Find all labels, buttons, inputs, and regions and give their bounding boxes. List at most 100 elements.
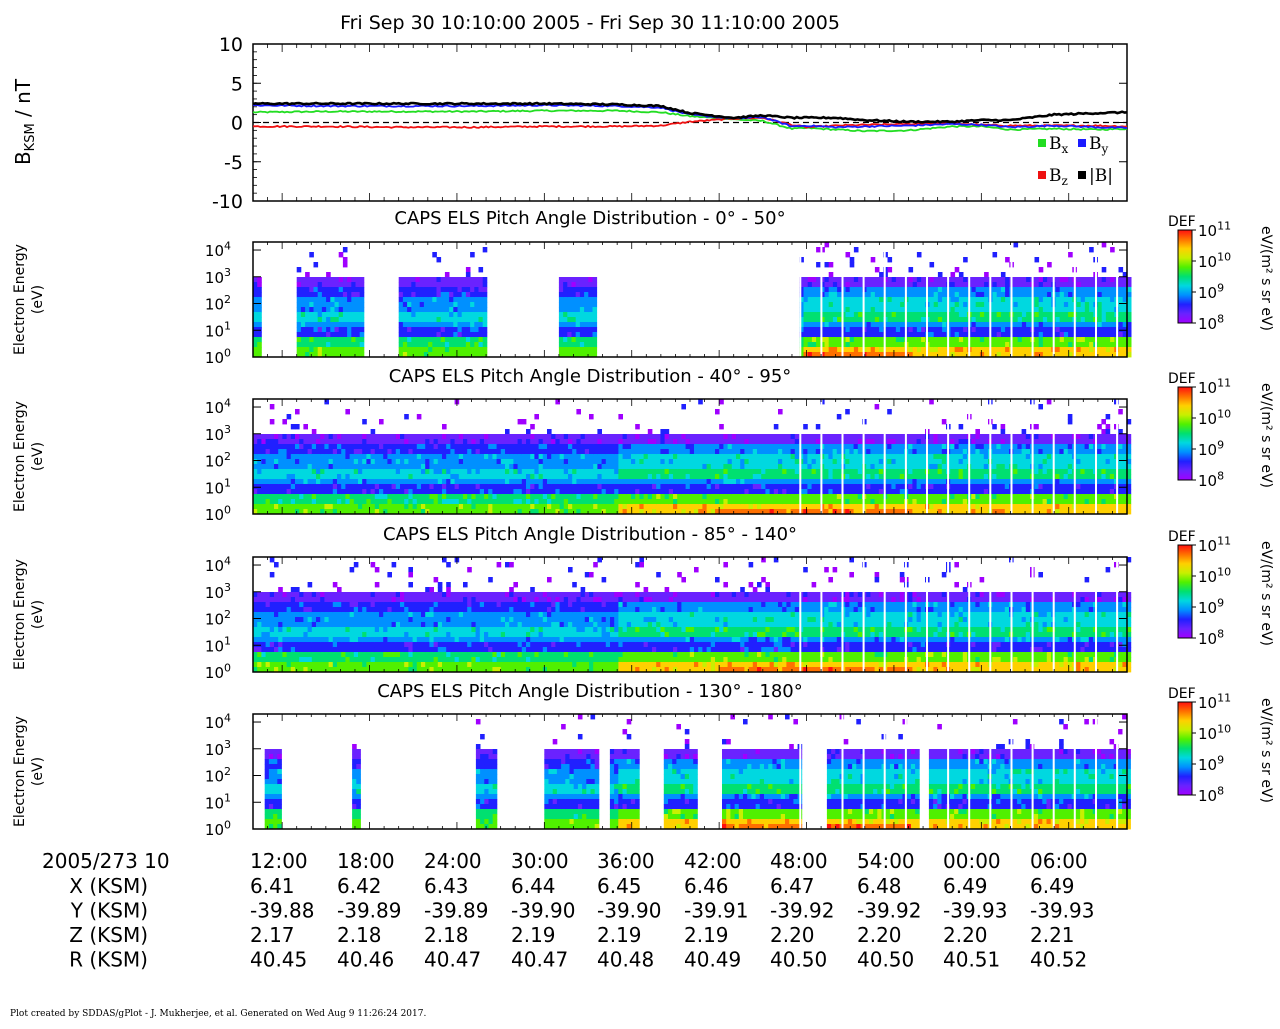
spectrogram-cell xyxy=(572,337,577,342)
spectrogram-cell xyxy=(833,474,838,479)
spectrogram-cell xyxy=(669,484,674,489)
spectrogram-cell xyxy=(913,327,918,332)
spectrogram-cell xyxy=(257,464,262,469)
spectrogram-cell xyxy=(301,302,306,307)
spectrogram-cell xyxy=(1064,337,1069,342)
spectrogram-cell xyxy=(597,434,602,439)
spectrogram-cell xyxy=(740,444,745,449)
spectrogram-cell xyxy=(753,439,758,444)
spectrogram-cell xyxy=(892,342,897,347)
spectrogram-cell xyxy=(371,494,376,499)
spectrogram-cell xyxy=(976,332,981,337)
spectrogram-cell xyxy=(867,287,872,292)
spectrogram-cell xyxy=(295,489,300,494)
spectrogram-cell xyxy=(1068,337,1073,342)
spectrogram-cell xyxy=(854,489,859,494)
spectrogram-cell xyxy=(879,474,884,479)
spectrogram-cell xyxy=(476,434,481,439)
spectrogram-cell xyxy=(702,484,707,489)
spectrogram-cell xyxy=(807,464,812,469)
spectrogram-cell xyxy=(909,287,914,292)
spectrogram-cell xyxy=(326,277,331,282)
spectrogram-cell xyxy=(1056,322,1061,327)
spectrogram-cell xyxy=(593,322,598,327)
spectrogram-cell xyxy=(930,342,935,347)
spectrogram-cell xyxy=(875,287,880,292)
spectrogram-cell xyxy=(652,449,657,454)
spectrogram-cell xyxy=(305,287,310,292)
spectrogram-cell xyxy=(875,312,880,317)
spectrogram-cell xyxy=(888,337,893,342)
spectrogram-cell xyxy=(972,287,977,292)
spectrogram-cell xyxy=(413,504,418,509)
spectrogram-cell xyxy=(330,277,335,282)
spectrogram-cell xyxy=(854,479,859,484)
spectrogram-cell xyxy=(938,297,943,302)
spectrogram-cell xyxy=(681,479,686,484)
spectrogram-cell xyxy=(942,287,947,292)
spectrogram-cell xyxy=(351,322,356,327)
spectrogram-cell xyxy=(309,332,314,337)
spectrogram-cell xyxy=(467,494,472,499)
spectrogram-cell xyxy=(429,459,434,464)
spectrogram-cell xyxy=(665,429,670,434)
spectrogram-cell xyxy=(581,439,586,444)
spectrogram-cell xyxy=(597,474,602,479)
spectrogram-cell xyxy=(690,484,695,489)
spectrogram-cell xyxy=(471,499,476,504)
spectrogram-cell xyxy=(463,434,468,439)
spectrogram-cell xyxy=(560,504,565,509)
spectrogram-cell xyxy=(736,474,741,479)
spectrogram-cell xyxy=(360,317,365,322)
spectrogram-cell xyxy=(618,444,623,449)
spectrogram-cell xyxy=(564,484,569,489)
spectrogram-cell xyxy=(455,444,460,449)
spectrogram-cell xyxy=(437,322,442,327)
spectrogram-cell xyxy=(455,484,460,489)
spectrogram-cell xyxy=(551,484,556,489)
spectrogram-cell xyxy=(400,469,405,474)
spectrogram-cell xyxy=(337,469,342,474)
spectrogram-cell xyxy=(392,454,397,459)
spectrogram-cell xyxy=(593,282,598,287)
spectrogram-cell xyxy=(463,504,468,509)
spectrogram-cell xyxy=(408,479,413,484)
spectrogram-cell xyxy=(303,499,308,504)
spectrogram-cell xyxy=(888,297,893,302)
spectrogram-cell xyxy=(900,317,905,322)
spectrogram-cell xyxy=(326,272,331,277)
spectrogram-cell xyxy=(399,347,404,352)
spectrogram-cell xyxy=(581,489,586,494)
spectrogram-cell xyxy=(871,277,876,282)
spectrogram-cell xyxy=(1077,327,1082,332)
spectrogram-cell xyxy=(585,504,590,509)
spectrogram-cell xyxy=(455,439,460,444)
spectrogram-cell xyxy=(1043,292,1048,297)
spectrogram-cell xyxy=(1014,332,1019,337)
spectrogram-cell xyxy=(564,504,569,509)
spectrogram-cell xyxy=(588,292,593,297)
spectrogram-cell xyxy=(757,469,762,474)
spectrogram-cell xyxy=(1001,287,1006,292)
spectrogram-cell xyxy=(351,342,356,347)
spectrogram-cell xyxy=(1119,317,1124,322)
spectrogram-cell xyxy=(347,297,352,302)
spectrogram-cell xyxy=(350,454,355,459)
spectrogram-cell xyxy=(980,347,985,352)
spectrogram-cell xyxy=(326,322,331,327)
spectrogram-cell xyxy=(618,464,623,469)
spectrogram-cell xyxy=(921,302,926,307)
spectrogram-cell xyxy=(786,459,791,464)
spectrogram-cell xyxy=(560,444,565,449)
spectrogram-cell xyxy=(791,444,796,449)
spectrogram-cell xyxy=(555,479,560,484)
spectrogram-cell xyxy=(392,494,397,499)
spectrogram-cell xyxy=(555,399,560,404)
spectrogram-cell xyxy=(488,434,493,439)
spectrogram-cell xyxy=(266,489,271,494)
spectrogram-cell xyxy=(438,484,443,489)
spectrogram-cell xyxy=(564,439,569,444)
spectrogram-cell xyxy=(934,317,939,322)
spectrogram-cell xyxy=(854,327,859,332)
spectrogram-cell xyxy=(736,439,741,444)
